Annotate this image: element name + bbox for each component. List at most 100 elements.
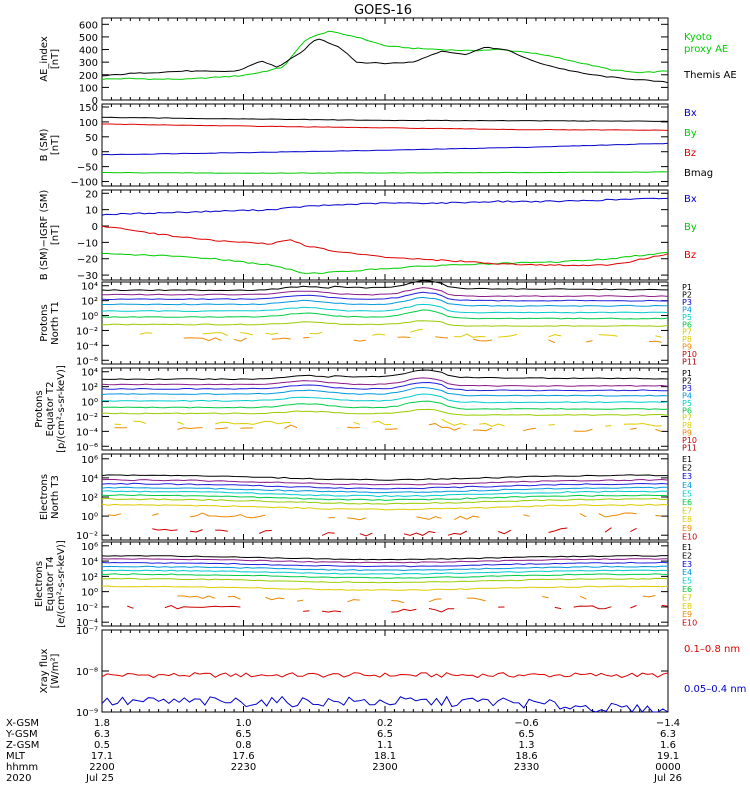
y-tick-label: −50 (77, 163, 98, 174)
time-axis-value: 0.8 (236, 740, 252, 751)
panel-3: 20 10 0 −10 −20 −30 B (SM)−IGRF (SM) [nT] Bx By Bz (39, 189, 697, 282)
y-tick-label: 10⁶ (81, 542, 98, 553)
channel-line (215, 427, 228, 430)
legend-label: P7 (682, 414, 692, 423)
legend-label: Themis AE (683, 70, 737, 81)
channel-line (435, 336, 448, 339)
channel-line (189, 512, 266, 519)
channel-line (177, 421, 184, 425)
legend-label: P6 (682, 406, 692, 415)
panel-frame (101, 541, 669, 627)
legend-label: P10 (682, 350, 697, 359)
channel-line (322, 610, 342, 613)
channel-line (498, 333, 518, 338)
panel-4: 10⁴ 10² 10⁰ 10⁻² 10⁻⁴ 10⁻⁶ Protons North T1 P1P2… (39, 280, 697, 367)
channel-line (428, 422, 461, 431)
legend-label: P5 (682, 399, 692, 408)
y-tick-label: 10⁻² (76, 412, 98, 423)
channel-line (296, 599, 304, 602)
legend-label: E2 (682, 464, 692, 473)
legend-label: P3 (682, 384, 692, 393)
channel-line (447, 530, 468, 536)
time-axis-value: 1.6 (660, 740, 676, 751)
legend-label: P1 (682, 369, 692, 378)
channel-line (573, 605, 612, 610)
channel-line (101, 486, 668, 494)
channel-line (101, 369, 669, 381)
panel-8: 10⁻⁷ 10⁻⁸ 10⁻⁹ Xray flux [W/m²] 0.1–0.8 nm 0.0… (39, 626, 746, 719)
legend-label: E5 (682, 489, 692, 498)
y-tick-label: 10⁴ (81, 368, 98, 379)
channel-line (101, 569, 669, 576)
channel-line (479, 422, 505, 427)
legend-label: P1 (682, 283, 692, 292)
y-tick-label: −30 (77, 271, 98, 282)
y-tick-label: 50 (85, 133, 98, 144)
time-axis-value: 17.6 (232, 751, 254, 762)
channel-line (102, 573, 669, 579)
channel-line (101, 482, 669, 490)
channel-line (101, 291, 668, 302)
legend-label: Bz (684, 250, 696, 261)
legend-label: E8 (682, 515, 692, 524)
channel-line (416, 516, 442, 520)
channel-line (397, 336, 411, 338)
y-tick-label: 10⁻⁴ (76, 618, 98, 629)
channel-line (548, 424, 555, 426)
legend-label: E4 (682, 568, 692, 577)
channel-line (101, 400, 669, 410)
panel-2: 150 100 50 0 −50 −100 B (SM) [nT] Bx By Bz Bmag (39, 103, 713, 189)
legend-label: E1 (682, 455, 692, 464)
time-axis-value: Jul 25 (85, 773, 114, 784)
time-axis-row-label: MLT (6, 751, 26, 762)
series-line (101, 30, 669, 81)
legend-label: E7 (682, 507, 692, 516)
channel-line (102, 393, 669, 404)
channel-line (127, 605, 134, 609)
channel-line (605, 425, 612, 427)
channel-line (101, 287, 669, 298)
channel-line (101, 490, 669, 498)
y-tick-label: 10 (85, 206, 98, 217)
legend-label: P10 (682, 436, 697, 445)
legend-label: Bz (684, 148, 696, 159)
channel-line (391, 608, 417, 613)
y-tick-label: 20 (85, 189, 98, 200)
time-axis-value: 18.6 (515, 751, 537, 762)
time-axis-value: 0.2 (377, 718, 393, 729)
legend-label: 0.05–0.4 nm (684, 684, 746, 695)
channel-line (202, 332, 229, 337)
series-line (101, 225, 669, 267)
y-axis-label: [nT] (50, 49, 61, 69)
y-tick-label: 10⁻² (76, 326, 98, 337)
y-axis-label: [e/(cm²-s-sr-keV)] (56, 540, 67, 628)
y-axis-label: Electrons (34, 561, 45, 607)
channel-line (466, 597, 486, 602)
channel-line (642, 595, 656, 598)
y-tick-label: 300 (79, 58, 98, 69)
legend-label: P11 (682, 358, 697, 367)
legend-label: P2 (682, 376, 692, 385)
channel-line (102, 320, 669, 327)
panel-frame (101, 189, 669, 281)
series-line (102, 123, 669, 131)
channel-line (101, 565, 669, 572)
channel-line (598, 512, 637, 518)
legend-label: E5 (682, 577, 692, 586)
legend-label: E3 (682, 560, 692, 569)
channel-line (101, 497, 669, 505)
channel-line (372, 333, 386, 336)
channel-line (548, 334, 562, 338)
channel-line (428, 608, 455, 613)
legend-label: E4 (682, 481, 692, 490)
time-axis-value: 6.5 (519, 729, 535, 740)
channel-line (498, 529, 512, 535)
series-line (102, 171, 669, 174)
y-tick-label: 10⁻² (76, 603, 98, 614)
legend-label: E9 (682, 524, 692, 533)
channel-line (353, 421, 360, 425)
channel-line (177, 427, 203, 430)
time-axis-row-label: hhmm (6, 762, 38, 773)
channel-line (649, 340, 662, 343)
